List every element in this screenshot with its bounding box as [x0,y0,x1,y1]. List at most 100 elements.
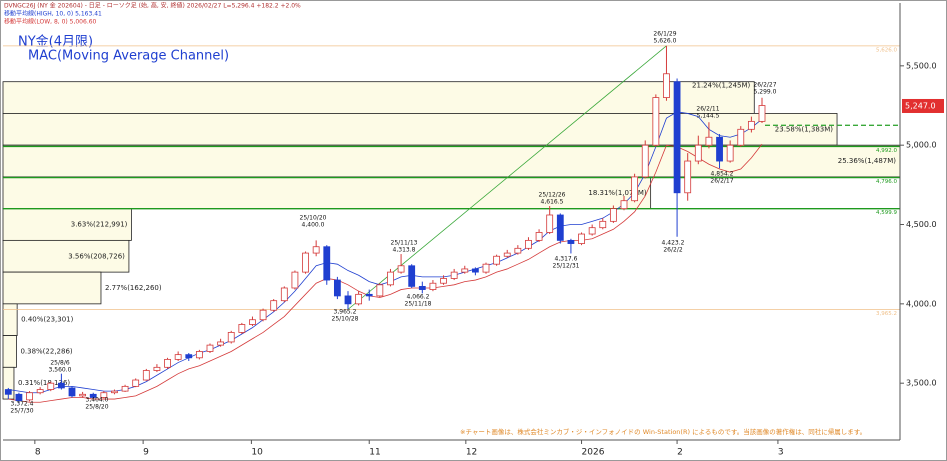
candle-body [747,120,755,130]
candle-body [153,366,161,371]
legend-entry: 移動平均線(HIGH, 10, 0) 5,163.41 [4,10,102,18]
info: DVNGC26J (NY 金 202604) - 日足 - ローソク足 (始, … [4,2,301,10]
annotation: 26/2/17 [710,178,733,185]
candle-body [461,268,469,273]
candle-body [684,160,692,194]
level-label: 3,965.2 [876,311,897,317]
annotation: 4,400.0 [302,222,325,229]
candle-body [174,354,182,360]
candle-body [525,239,532,249]
level-label: 4,992.0 [876,148,897,154]
candle-body [578,233,585,244]
y-tick-label: 3,500.0 [906,379,937,388]
candle-body [111,390,118,394]
candle-body [333,279,341,297]
annotation: 25/10/20 [300,215,327,222]
candle-body [514,247,522,254]
candle-body [312,246,320,254]
annotation: 5,299.0 [754,89,777,96]
annotation: 26/2/2 [663,247,682,254]
candle-body [36,389,44,394]
candle-body [57,382,65,389]
candle-body [694,144,702,162]
candle-body [4,389,12,395]
footer: ※チャート画像は、株式会社ミンカブ・ジ・インフォノイドの Win-Station… [460,427,866,436]
candle-body [26,392,33,401]
candle-body [726,144,734,162]
candle-body [79,393,87,397]
candle-body [376,284,384,297]
level-label: 4,796.0 [876,179,897,185]
annotation: 25/12/31 [553,263,580,270]
x-tick-label: 11 [369,448,380,458]
candle-body [758,105,766,122]
candle-body [493,255,501,265]
annotation: 4,423.2 [662,240,685,247]
candle-body [429,282,437,290]
candle-body [291,271,299,289]
candle-body [556,214,564,241]
last-price-label: 5,247.0 [905,101,936,110]
candle-body [185,354,193,359]
candle-body [323,246,331,281]
candle-body [68,387,76,397]
annotation: 25/11/13 [391,240,418,247]
candle-body [567,239,575,244]
x-tick-label: 12 [466,448,477,458]
x-tick-label: 9 [143,448,149,458]
profile-bar [2,239,130,273]
annotation: 3,372.4 [11,401,34,408]
candle-body [705,136,713,146]
candle-body [121,385,129,392]
candle-body [631,176,639,202]
candle-body [217,341,225,346]
candle-body [387,271,394,286]
profile-label: 21.24%(1,245M) [692,82,751,90]
candle-body [142,370,150,381]
candle-body [716,136,723,162]
profile-label: 25.36%(1,487M) [838,157,897,165]
annotation: 26/2/27 [753,82,776,89]
candle-body [482,263,490,273]
annotation: 26/2/11 [696,106,719,113]
candle-body [89,393,97,398]
candle-body [259,309,267,321]
candle-body [280,287,288,302]
level-label: 4,599.9 [876,210,897,216]
profile-label: 2.77%(162,260) [105,284,162,292]
candle-body [344,295,352,305]
candle-body [47,382,55,390]
annotation: 3,560.0 [49,367,72,374]
profile-label: 0.31%(18,136) [18,379,70,387]
candle-body [249,319,256,325]
ma-line [8,143,763,403]
chart-title: NY金(4月限) [18,34,93,50]
candle-body [546,214,554,233]
profile-bar [2,271,102,305]
y-tick-label: 5,000.0 [906,141,937,150]
candle-body [355,293,363,305]
candle-body [132,379,140,387]
legend-entry: 移動平均線(LOW, 8, 0) 5,006.60 [4,18,97,26]
profile-label: 0.38%(22,286) [20,347,72,355]
annotation: 4,854.2 [711,171,734,178]
candle-body [588,227,596,235]
candle-body [418,285,426,290]
candle-body [227,332,235,343]
profile-bar [2,144,901,178]
x-tick-label: 10 [251,448,263,458]
annotation: 25/8/6 [50,360,69,367]
candle-body [737,128,745,146]
annotation: 25/10/28 [332,316,359,323]
annotation: 25/7/30 [10,408,33,415]
y-tick-label: 5,500.0 [906,61,937,70]
annotation: 25/8/20 [85,404,108,411]
profile-bar [2,176,652,210]
annotation: 3,404.0 [86,397,109,404]
candle-body [302,252,309,273]
y-tick-label: 4,500.0 [906,220,937,229]
level-label: 5,626.0 [876,47,897,53]
candle-body [652,97,660,146]
candle-body [663,73,670,98]
